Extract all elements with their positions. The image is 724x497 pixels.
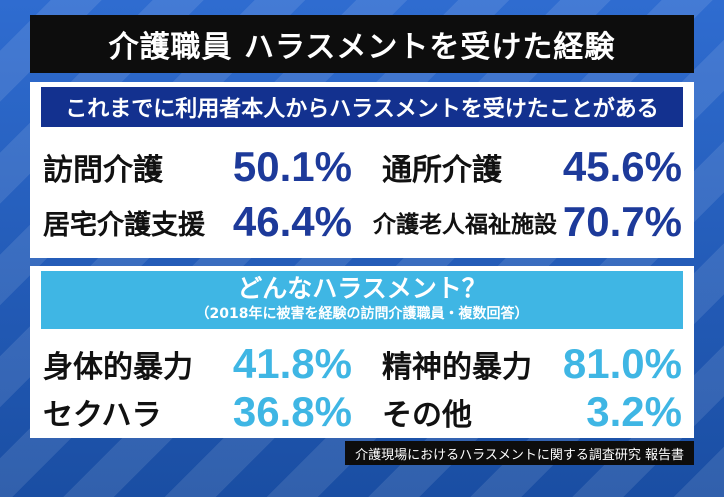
- question-text: どんなハラスメント？: [237, 274, 487, 303]
- stat-label: 通所介護: [382, 153, 502, 188]
- experience-panel: これまでに利用者本人からハラスメントを受けたことがある 訪問介護 50.1% 通…: [30, 82, 694, 258]
- stat-label: 身体的暴力: [43, 350, 193, 385]
- stat-value: 70.7%: [562, 198, 682, 245]
- title-banner: 介護職員 ハラスメントを受けた経験: [30, 15, 694, 73]
- stat-value: 36.8%: [232, 388, 352, 435]
- stat-value: 41.8%: [232, 340, 352, 387]
- harassment-type-panel: どんなハラスメント？ （2018年に被害を経験の訪問介護職員・複数回答） 身体的…: [30, 266, 694, 438]
- stat-value: 81.0%: [562, 340, 682, 387]
- stat-value: 3.2%: [586, 388, 682, 435]
- stat-label: 精神的暴力: [382, 350, 532, 385]
- stat-value: 50.1%: [232, 143, 352, 190]
- stat-label: 居宅介護支援: [43, 209, 205, 241]
- stat-value: 46.4%: [232, 198, 352, 245]
- stat-row: 居宅介護支援 46.4% 介護老人福祉施設 70.7%: [30, 194, 694, 250]
- stat-row: セクハラ 36.8% その他 3.2%: [30, 384, 694, 440]
- stat-label: その他: [382, 398, 472, 433]
- stat-label: セクハラ: [43, 398, 162, 433]
- survey-note: （2018年に被害を経験の訪問介護職員・複数回答）: [195, 306, 529, 322]
- page-title: 介護職員 ハラスメントを受けた経験: [108, 30, 616, 65]
- source-caption: 介護現場におけるハラスメントに関する調査研究 報告書: [345, 441, 694, 465]
- stat-label: 介護老人福祉施設: [373, 212, 557, 238]
- harassment-type-heading: どんなハラスメント？ （2018年に被害を経験の訪問介護職員・複数回答）: [41, 271, 683, 329]
- stat-value: 45.6%: [562, 143, 682, 190]
- stat-row: 訪問介護 50.1% 通所介護 45.6%: [30, 139, 694, 195]
- stat-row: 身体的暴力 41.8% 精神的暴力 81.0%: [30, 336, 694, 392]
- stat-label: 訪問介護: [43, 153, 163, 188]
- experience-heading: これまでに利用者本人からハラスメントを受けたことがある: [41, 87, 683, 127]
